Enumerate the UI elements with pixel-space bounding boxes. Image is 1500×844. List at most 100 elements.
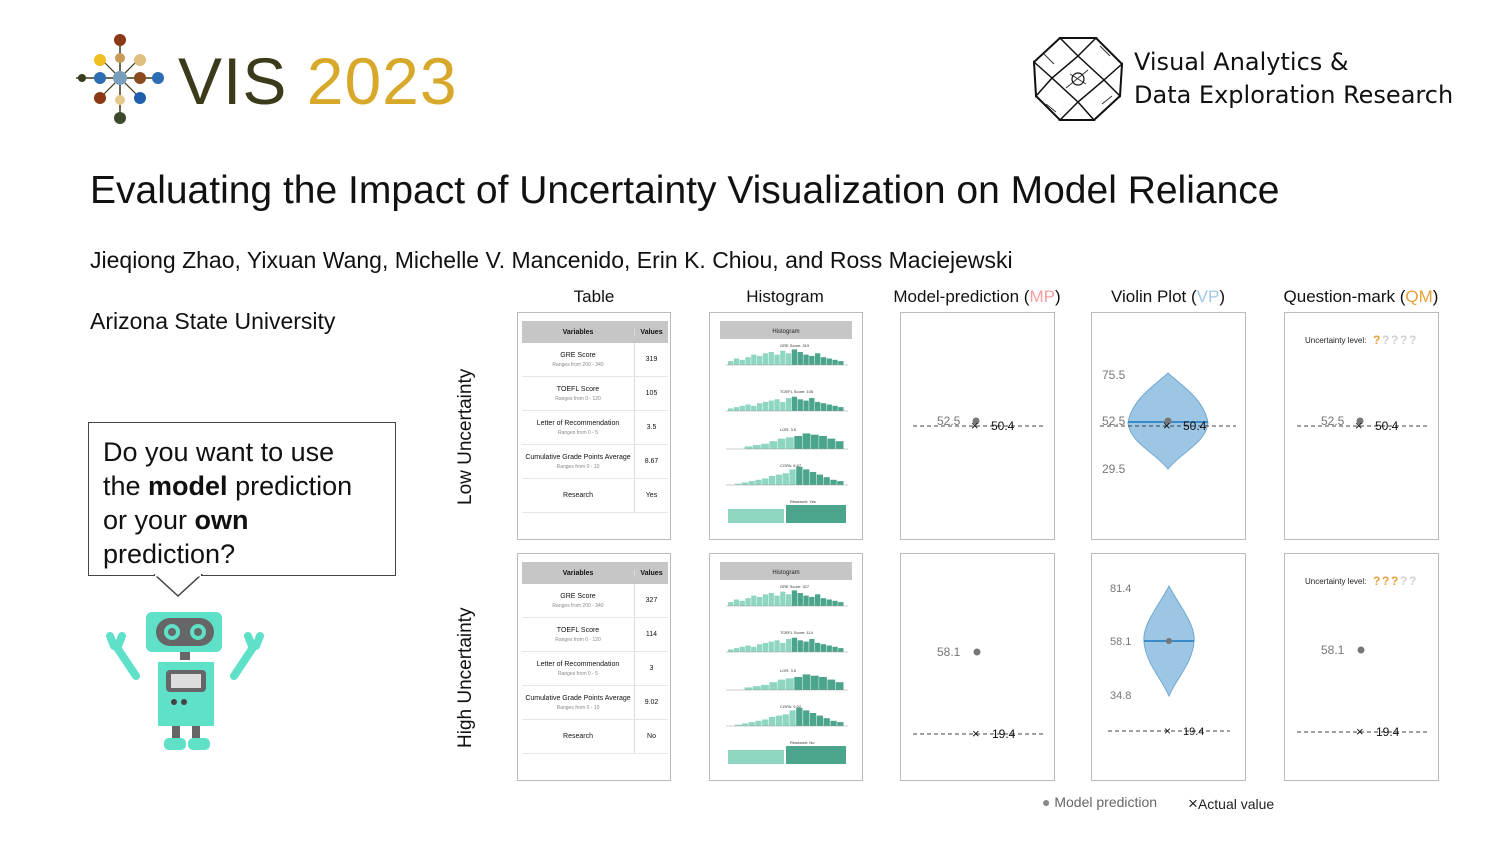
table-header: Variables Values <box>522 321 668 343</box>
histogram-bar <box>768 352 774 365</box>
histogram-bar <box>809 355 815 365</box>
histogram-bar <box>837 481 844 485</box>
qm-panel-low: Uncertainty level: 52.5 × 50.4 ????? <box>1284 312 1439 540</box>
histogram-bar <box>762 719 769 726</box>
vis-wordmark-part1: VIS <box>178 44 288 118</box>
vp-tick-mid: 58.1 <box>1110 636 1131 648</box>
histogram-bar <box>816 715 823 726</box>
histogram-bar <box>751 354 757 365</box>
question-mark-icon: ? <box>1382 333 1389 347</box>
histogram-bar <box>816 474 823 485</box>
histogram-bar <box>786 353 792 365</box>
col-values: Values <box>640 569 663 577</box>
histogram-label: GRE Score: 327 <box>780 584 810 589</box>
qm-pred-label: 52.5 <box>1321 414 1345 428</box>
histogram-bar <box>803 400 809 411</box>
histogram-bar <box>832 600 838 606</box>
histogram-header: Histogram <box>772 570 799 576</box>
histogram-bar <box>728 602 734 606</box>
histogram-bar <box>745 645 751 652</box>
variable-value: Yes <box>645 492 658 499</box>
actual-x-icon: × <box>1355 418 1363 433</box>
bubble-line3: or your own <box>103 503 381 537</box>
histogram-bar <box>734 724 742 726</box>
histogram-bar <box>827 679 836 690</box>
question-mark-icon: ? <box>1400 333 1407 347</box>
histogram-bar <box>791 349 798 365</box>
histogram-bar <box>728 750 784 764</box>
mp-panel-low: 52.5 × 50.4 <box>900 312 1055 540</box>
histogram-bar <box>769 441 778 449</box>
bubble-line4: prediction? <box>103 539 236 569</box>
table-panel-high: Variables Values GRE Score Ranges from 200… <box>517 553 671 781</box>
col-variables: Variables <box>522 569 635 577</box>
histogram-bar <box>835 682 844 690</box>
histogram-bar <box>774 354 780 365</box>
histogram-bar <box>809 713 817 726</box>
col-variables: Variables <box>522 328 635 336</box>
vis-logo-icon <box>76 34 164 124</box>
histogram-bar <box>820 357 827 365</box>
histogram-bar <box>786 398 792 411</box>
histogram-bar <box>769 682 778 690</box>
histogram-label: CGPA: 9.02 <box>780 704 802 709</box>
vp-panel-high: 81.4 58.1 34.8 × 19.4 <box>1091 553 1246 781</box>
histogram-bar <box>762 594 769 606</box>
histogram-bar <box>768 400 774 411</box>
question-mark-icon: ? <box>1373 333 1380 347</box>
histogram-bar <box>757 355 763 365</box>
variable-value: 3.5 <box>646 424 657 431</box>
qm-panel-high: Uncertainty level: 58.1 × 19.4 ????? <box>1284 553 1439 781</box>
mp-pred-label: 58.1 <box>937 645 961 659</box>
variable-range: Ranges from 0 - 10 <box>556 704 600 711</box>
mp-actual-label: 19.4 <box>992 727 1016 741</box>
variable-range: Ranges from 0 - 10 <box>556 463 600 470</box>
model-prediction-dot <box>1166 638 1172 644</box>
histogram-bar <box>791 637 798 652</box>
speech-bubble: Do you want to use the model prediction … <box>88 422 396 576</box>
vp-tick-top: 75.5 <box>1102 368 1126 382</box>
histogram-bar <box>761 684 769 690</box>
histogram-bar <box>775 474 783 485</box>
vp-tick-bottom: 29.5 <box>1102 462 1126 476</box>
histogram-bar <box>802 433 811 449</box>
histogram-bar <box>768 593 774 606</box>
vp-chart-high: 81.4 58.1 34.8 × 19.4 <box>1108 583 1230 738</box>
table-panel-low: Variables Values GRE Score Ranges from 200… <box>517 312 671 540</box>
histogram-bar <box>815 401 821 411</box>
histogram-bar <box>820 403 827 411</box>
histogram-bar <box>782 714 789 726</box>
variable-range: Ranges from 0 - 120 <box>555 636 601 643</box>
variable-range: Ranges from 200 - 340 <box>552 602 604 609</box>
qm-pred-label: 58.1 <box>1321 643 1345 657</box>
table-row: TOEFL Score Ranges from 0 - 120 114 <box>522 618 668 652</box>
histogram-bar <box>820 598 827 606</box>
vp-tick-bottom: 34.8 <box>1110 690 1131 702</box>
vp-chart-low: 75.5 52.5 29.5 × 50.4 <box>1100 368 1236 476</box>
vp-tick-mid: 52.5 <box>1102 414 1126 428</box>
histogram-bar <box>803 641 809 652</box>
histogram-bar <box>768 475 776 485</box>
histogram-label: TOEFL Score: 114 <box>780 630 814 635</box>
legend-model-prediction-label: Model prediction <box>1054 794 1158 810</box>
histogram-bar <box>733 648 740 652</box>
histogram-bar <box>809 639 815 652</box>
histogram-bar <box>768 641 774 652</box>
histogram-bar <box>797 399 803 411</box>
variable-name: Cumulative Grade Points Average <box>525 453 631 461</box>
histogram-bar <box>803 710 810 726</box>
histogram-bar <box>832 359 838 365</box>
mp-chart-high: 58.1 × 19.4 <box>913 645 1043 741</box>
question-mark-icon: ? <box>1400 574 1407 588</box>
col-head-table: Table <box>573 287 615 306</box>
table-header: Variables Values <box>522 562 668 584</box>
lab-name: Visual Analytics & Data Exploration Rese… <box>1134 46 1453 112</box>
table-row: Cumulative Grade Points Average Ranges fr… <box>522 686 668 720</box>
col-values: Values <box>640 328 663 336</box>
variable-name: TOEFL Score <box>556 385 600 393</box>
histogram-bar <box>803 595 809 606</box>
col-head-mp-text: Model-prediction ( <box>893 287 1030 306</box>
histogram-bar <box>780 642 786 652</box>
histogram-bar <box>768 716 776 726</box>
histogram-bar <box>802 674 811 690</box>
